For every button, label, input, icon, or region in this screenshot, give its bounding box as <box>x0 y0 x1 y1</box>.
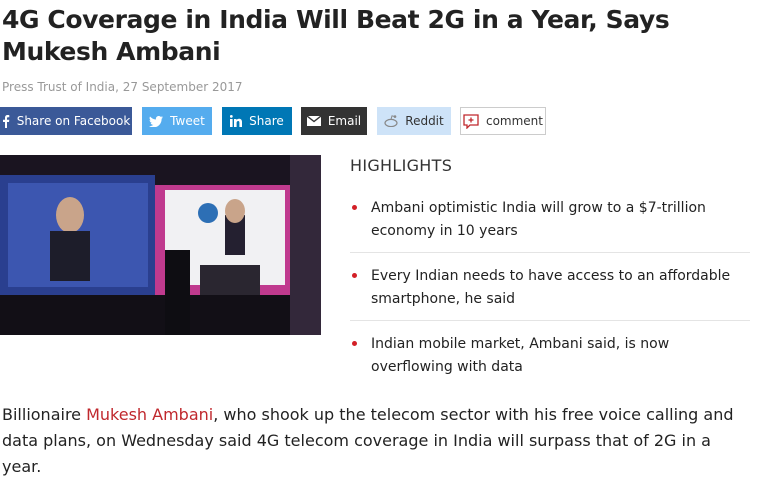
body-text: Billionaire <box>2 405 87 424</box>
highlights-list: Ambani optimistic India will grow to a $… <box>350 185 750 388</box>
linkedin-icon <box>230 115 243 127</box>
comment-icon <box>463 113 479 129</box>
email-button[interactable]: Email <box>301 107 367 135</box>
highlight-item: Indian mobile market, Ambani said, is no… <box>350 321 750 388</box>
byline: Press Trust of India, 27 September 2017 <box>2 80 243 94</box>
button-label: Share on Facebook <box>16 114 131 128</box>
twitter-button[interactable]: Tweet <box>142 107 212 135</box>
reddit-icon <box>384 115 398 127</box>
button-label: Share <box>249 114 284 128</box>
email-icon <box>306 116 321 126</box>
twitter-icon <box>149 115 164 127</box>
button-label: Tweet <box>170 114 205 128</box>
article-image <box>0 155 321 335</box>
button-label: Email <box>327 114 362 128</box>
comment-button[interactable]: comment <box>460 107 546 135</box>
button-label: comment <box>485 114 543 128</box>
article-body: Billionaire Mukesh Ambani, who shook up … <box>2 402 747 480</box>
highlights-heading: HIGHLIGHTS <box>350 156 453 175</box>
highlights: HIGHLIGHTS Ambani optimistic India will … <box>350 156 750 388</box>
button-label: Reddit <box>405 114 444 128</box>
highlight-item: Ambani optimistic India will grow to a $… <box>350 185 750 253</box>
reddit-button[interactable]: Reddit <box>377 107 451 135</box>
person-link[interactable]: Mukesh Ambani <box>86 405 214 424</box>
facebook-icon <box>2 114 10 128</box>
facebook-button[interactable]: Share on Facebook <box>0 107 132 135</box>
linkedin-button[interactable]: Share <box>222 107 292 135</box>
article-title: 4G Coverage in India Will Beat 2G in a Y… <box>2 5 670 66</box>
highlight-item: Every Indian needs to have access to an … <box>350 253 750 321</box>
